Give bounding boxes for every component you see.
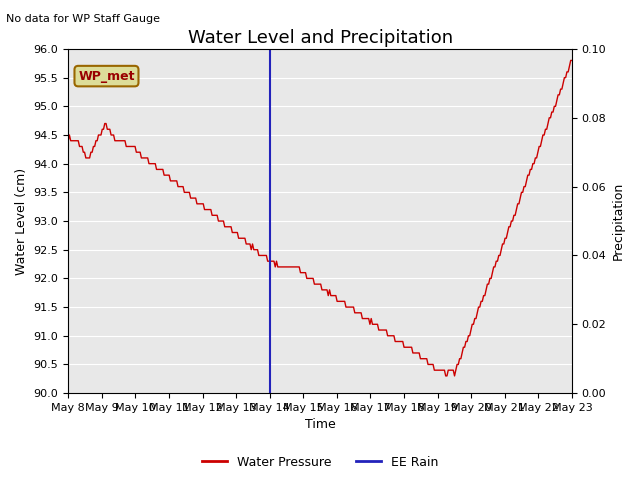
- Water Pressure: [568, 58, 576, 63]
- Water Pressure: [381, 327, 389, 333]
- Y-axis label: Precipitation: Precipitation: [612, 182, 625, 260]
- Text: No data for WP Staff Gauge: No data for WP Staff Gauge: [6, 14, 161, 24]
- Y-axis label: Water Level (cm): Water Level (cm): [15, 168, 28, 275]
- Water Pressure: [64, 138, 72, 144]
- X-axis label: Time: Time: [305, 419, 335, 432]
- Title: Water Level and Precipitation: Water Level and Precipitation: [188, 29, 452, 48]
- Water Pressure: [567, 58, 575, 63]
- Line: Water Pressure: Water Pressure: [68, 60, 572, 376]
- Water Pressure: [264, 258, 271, 264]
- Water Pressure: [442, 373, 449, 379]
- Water Pressure: [428, 361, 436, 367]
- Text: WP_met: WP_met: [78, 70, 135, 83]
- Water Pressure: [431, 367, 438, 373]
- Water Pressure: [228, 229, 236, 235]
- Water Pressure: [125, 144, 132, 149]
- Legend: Water Pressure, EE Rain: Water Pressure, EE Rain: [196, 451, 444, 474]
